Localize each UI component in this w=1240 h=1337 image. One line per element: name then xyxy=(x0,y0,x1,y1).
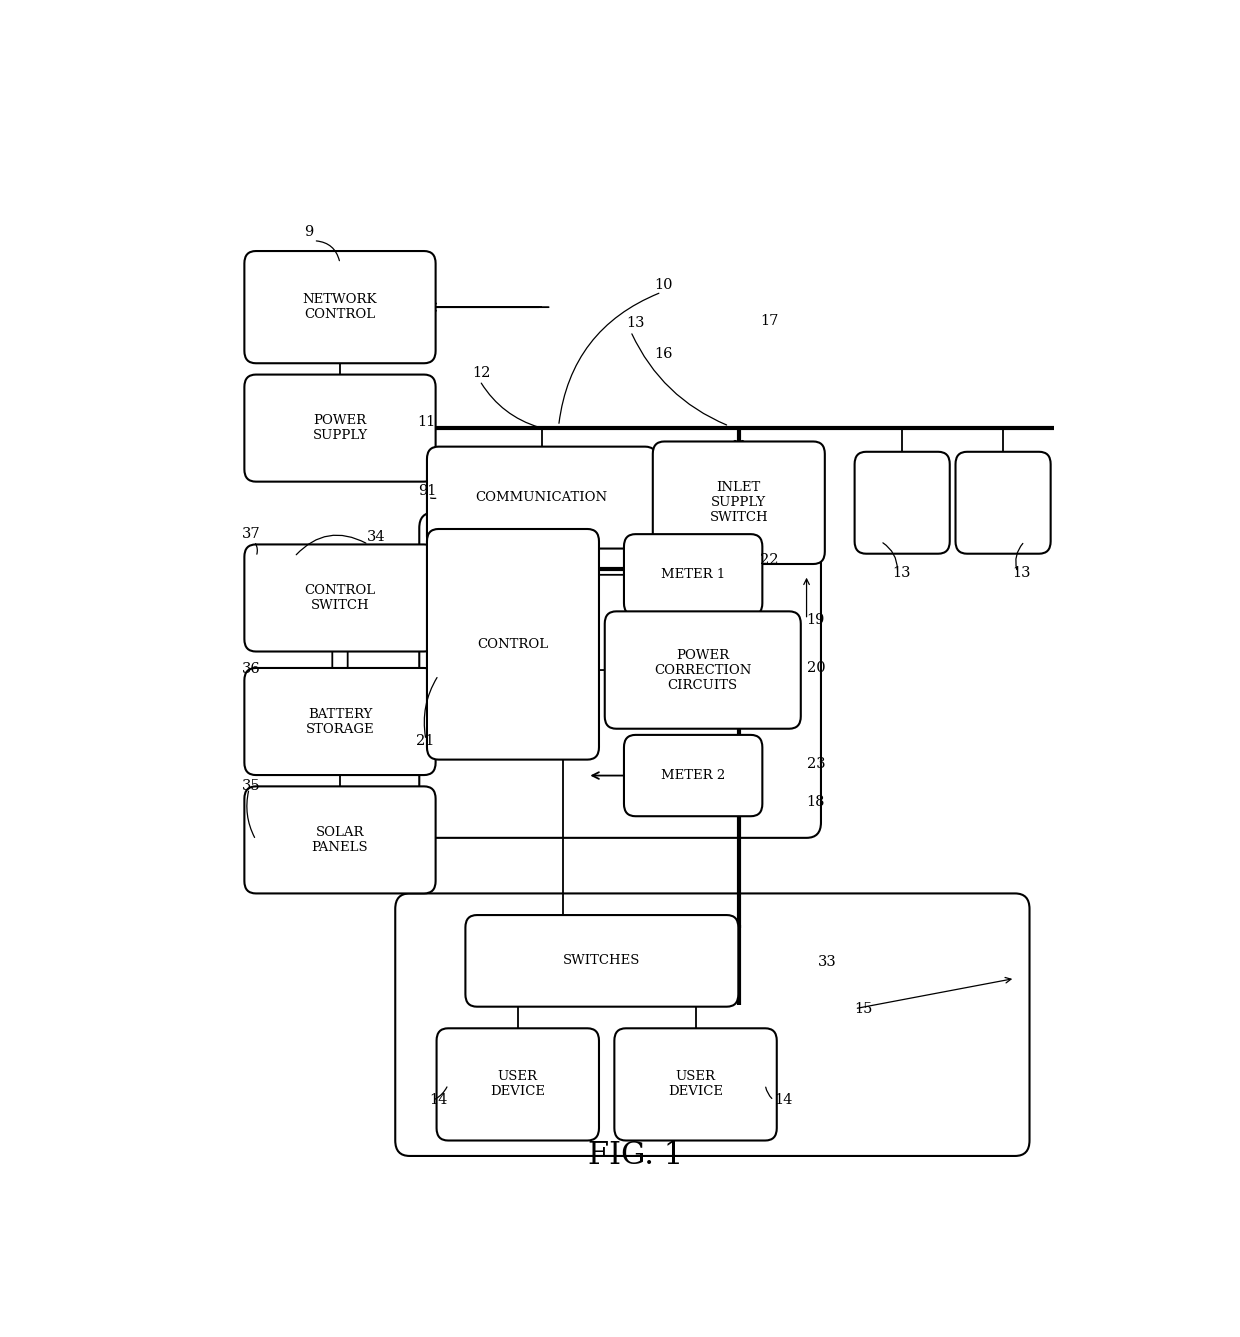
Text: 9: 9 xyxy=(304,225,314,238)
FancyBboxPatch shape xyxy=(244,374,435,481)
FancyBboxPatch shape xyxy=(427,447,657,548)
Text: 12: 12 xyxy=(472,365,491,380)
FancyBboxPatch shape xyxy=(244,544,435,651)
Text: 15: 15 xyxy=(854,1001,873,1016)
Text: 35: 35 xyxy=(242,779,260,793)
FancyBboxPatch shape xyxy=(605,611,801,729)
Text: 19: 19 xyxy=(806,612,825,627)
Text: 21: 21 xyxy=(417,734,435,749)
Text: 36: 36 xyxy=(242,662,260,677)
Text: 17: 17 xyxy=(760,314,779,328)
FancyBboxPatch shape xyxy=(244,251,435,364)
Text: 13: 13 xyxy=(1013,567,1032,580)
Text: 37: 37 xyxy=(242,527,260,541)
Text: BATTERY
STORAGE: BATTERY STORAGE xyxy=(306,707,374,735)
Text: 91: 91 xyxy=(418,484,436,497)
Text: FIG. 1: FIG. 1 xyxy=(588,1140,683,1171)
Text: POWER
CORRECTION
CIRCUITS: POWER CORRECTION CIRCUITS xyxy=(653,648,751,691)
FancyBboxPatch shape xyxy=(244,786,435,893)
Text: INLET
SUPPLY
SWITCH: INLET SUPPLY SWITCH xyxy=(709,481,768,524)
Text: 22: 22 xyxy=(760,554,779,567)
FancyBboxPatch shape xyxy=(436,1028,599,1140)
Text: CONTROL: CONTROL xyxy=(477,638,548,651)
Text: METER 2: METER 2 xyxy=(661,769,725,782)
Text: 34: 34 xyxy=(367,531,386,544)
Text: 11: 11 xyxy=(418,414,435,429)
Text: COMMUNICATION: COMMUNICATION xyxy=(476,491,608,504)
FancyBboxPatch shape xyxy=(956,452,1050,554)
FancyBboxPatch shape xyxy=(652,441,825,564)
Text: 14: 14 xyxy=(774,1094,792,1107)
Text: NETWORK
CONTROL: NETWORK CONTROL xyxy=(303,293,377,321)
Text: SOLAR
PANELS: SOLAR PANELS xyxy=(311,826,368,854)
FancyBboxPatch shape xyxy=(854,452,950,554)
FancyBboxPatch shape xyxy=(427,529,599,759)
Text: CONTROL
SWITCH: CONTROL SWITCH xyxy=(305,584,376,612)
Text: USER
DEVICE: USER DEVICE xyxy=(490,1071,546,1099)
FancyBboxPatch shape xyxy=(465,915,738,1007)
FancyBboxPatch shape xyxy=(624,735,763,816)
FancyBboxPatch shape xyxy=(244,668,435,775)
Text: METER 1: METER 1 xyxy=(661,568,725,582)
Text: 20: 20 xyxy=(806,660,825,675)
FancyBboxPatch shape xyxy=(624,535,763,615)
Text: 18: 18 xyxy=(806,796,825,809)
Text: 33: 33 xyxy=(818,955,837,968)
FancyBboxPatch shape xyxy=(614,1028,776,1140)
Text: 16: 16 xyxy=(655,348,673,361)
Text: POWER
SUPPLY: POWER SUPPLY xyxy=(312,414,367,443)
Text: 14: 14 xyxy=(429,1094,448,1107)
Text: 10: 10 xyxy=(655,278,673,291)
Text: 13: 13 xyxy=(893,567,911,580)
Text: SWITCHES: SWITCHES xyxy=(563,955,641,968)
Text: 13: 13 xyxy=(626,317,645,330)
Text: 23: 23 xyxy=(806,757,825,771)
Text: USER
DEVICE: USER DEVICE xyxy=(668,1071,723,1099)
